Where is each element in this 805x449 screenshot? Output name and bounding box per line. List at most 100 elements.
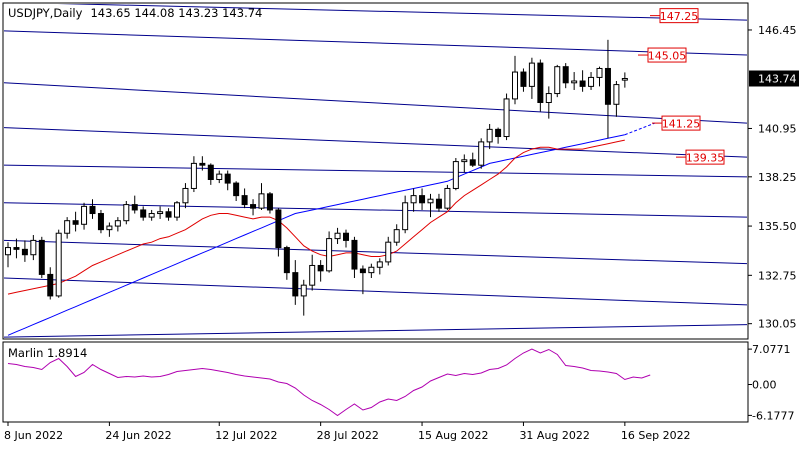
candle xyxy=(300,279,307,316)
candle xyxy=(368,263,375,279)
candle-body xyxy=(461,159,468,163)
marlin-line xyxy=(7,348,651,417)
candle-body xyxy=(613,84,620,105)
candle xyxy=(81,202,88,230)
candle xyxy=(283,245,290,280)
candle-body xyxy=(334,232,341,240)
candle xyxy=(528,57,535,99)
candle xyxy=(38,236,45,279)
moving-averages xyxy=(7,122,656,336)
candle-body xyxy=(182,187,189,204)
candle-body xyxy=(452,161,459,189)
candle-body xyxy=(233,182,240,197)
marlin-panel[interactable]: Marlin 1.8914 xyxy=(2,341,749,423)
symbol-title: USDJPY,Daily 143.65 144.08 143.23 143.74 xyxy=(8,6,262,20)
price-panel[interactable]: 147.25 145.05 141.25 139.35 USDJPY,Daily 143… xyxy=(2,2,749,340)
candle-body xyxy=(503,98,510,138)
time-tick-label: 24 Jun 2022 xyxy=(105,429,171,442)
candle xyxy=(292,260,299,305)
candle xyxy=(486,123,493,150)
candle-body xyxy=(368,266,375,274)
candle xyxy=(182,183,189,209)
level-value: 139.35 xyxy=(686,152,725,165)
candle xyxy=(64,217,71,239)
price-tick-label: 130.05 xyxy=(758,318,797,331)
candle-body xyxy=(250,204,257,209)
candle xyxy=(562,63,569,89)
candle xyxy=(613,81,620,117)
candle xyxy=(140,206,147,221)
candle-body xyxy=(343,232,349,241)
candle xyxy=(596,66,603,87)
candle-body xyxy=(140,209,147,218)
marlin-axis: 7.0771 0.00 -6.1777 xyxy=(748,343,794,422)
level-annotations: 147.25 145.05 141.25 139.35 xyxy=(638,8,725,165)
candle xyxy=(131,195,138,214)
candle xyxy=(224,170,231,191)
level-value: 145.05 xyxy=(648,50,687,63)
candle xyxy=(30,235,37,261)
candle-body xyxy=(596,67,603,78)
candle xyxy=(233,181,240,201)
candle-body xyxy=(351,239,358,270)
candle-body xyxy=(579,80,586,87)
current-price-box xyxy=(749,70,799,87)
candle-body xyxy=(21,248,28,256)
candle-body xyxy=(266,193,273,211)
candle-body xyxy=(359,268,366,274)
candle xyxy=(537,59,544,112)
candle xyxy=(334,227,341,244)
candle-body xyxy=(89,205,96,215)
candle-body xyxy=(402,202,409,231)
candle xyxy=(469,152,476,167)
time-tick-label: 12 Jul 2022 xyxy=(215,429,277,442)
candle xyxy=(165,208,172,221)
channel-line xyxy=(4,30,747,56)
candle-body xyxy=(554,66,561,95)
channel-line xyxy=(4,127,747,158)
time-axis: 8 Jun 2022 24 Jun 2022 12 Jul 2022 28 Jul 2… xyxy=(4,422,691,442)
candle xyxy=(410,188,417,212)
candle-body xyxy=(435,198,442,209)
candle-body xyxy=(165,211,172,218)
candle-body xyxy=(292,272,299,297)
candle-body xyxy=(537,62,544,103)
candle-body xyxy=(393,229,400,243)
candlestick-series xyxy=(5,39,628,316)
time-tick-label: 28 Jul 2022 xyxy=(317,429,379,442)
candle xyxy=(512,55,518,105)
candle xyxy=(376,258,383,275)
candle xyxy=(435,193,442,212)
channel-line xyxy=(4,324,747,338)
candle-body xyxy=(478,141,485,166)
channel-line xyxy=(4,164,747,178)
time-tick-label: 31 Aug 2022 xyxy=(519,429,589,442)
candle xyxy=(5,242,11,268)
level-label: 139.35 xyxy=(676,149,725,165)
candle xyxy=(21,240,28,262)
candle xyxy=(604,39,611,139)
candle-body xyxy=(157,211,164,215)
candle xyxy=(275,208,282,257)
level-value: 141.25 xyxy=(662,118,701,131)
candle xyxy=(351,236,358,279)
candle xyxy=(266,192,273,214)
candle xyxy=(419,188,426,210)
candle-body xyxy=(55,232,62,297)
candle-body xyxy=(106,225,113,231)
candle xyxy=(174,200,180,221)
candle-body xyxy=(47,273,54,297)
candle-body xyxy=(427,198,434,204)
candle-body xyxy=(512,71,518,100)
price-tick-label: 140.95 xyxy=(758,122,797,135)
time-tick-label: 8 Jun 2022 xyxy=(4,429,63,442)
candle xyxy=(13,238,20,259)
candle xyxy=(250,199,257,216)
channel-line xyxy=(4,239,747,265)
candle xyxy=(157,206,164,219)
candle xyxy=(503,93,510,141)
candle xyxy=(393,224,400,246)
level-box xyxy=(661,115,701,131)
